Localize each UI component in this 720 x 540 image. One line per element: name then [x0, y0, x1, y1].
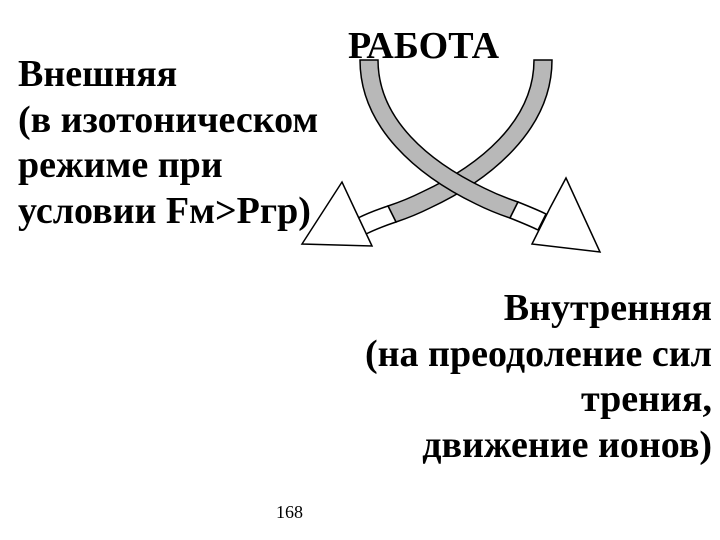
- left-text-block: Внешняя (в изотоническом режиме при усло…: [18, 52, 318, 234]
- page-number: 168: [276, 502, 303, 523]
- right-line-1: Внутренняя: [365, 286, 712, 332]
- right-line-3: трения,: [365, 377, 712, 423]
- slide-canvas: РАБОТА Внешняя (в изотоническом режиме п…: [0, 0, 720, 540]
- left-line-1: Внешняя: [18, 52, 318, 98]
- left-line-2: (в изотоническом: [18, 98, 318, 144]
- left-line-3: режиме при: [18, 143, 318, 189]
- page-title: РАБОТА: [348, 24, 499, 68]
- right-line-2: (на преодоление сил: [365, 332, 712, 378]
- right-text-block: Внутренняя (на преодоление сил трения, д…: [365, 286, 712, 468]
- left-line-4: условии Fм>Ргр): [18, 189, 318, 235]
- right-line-4: движение ионов): [365, 423, 712, 469]
